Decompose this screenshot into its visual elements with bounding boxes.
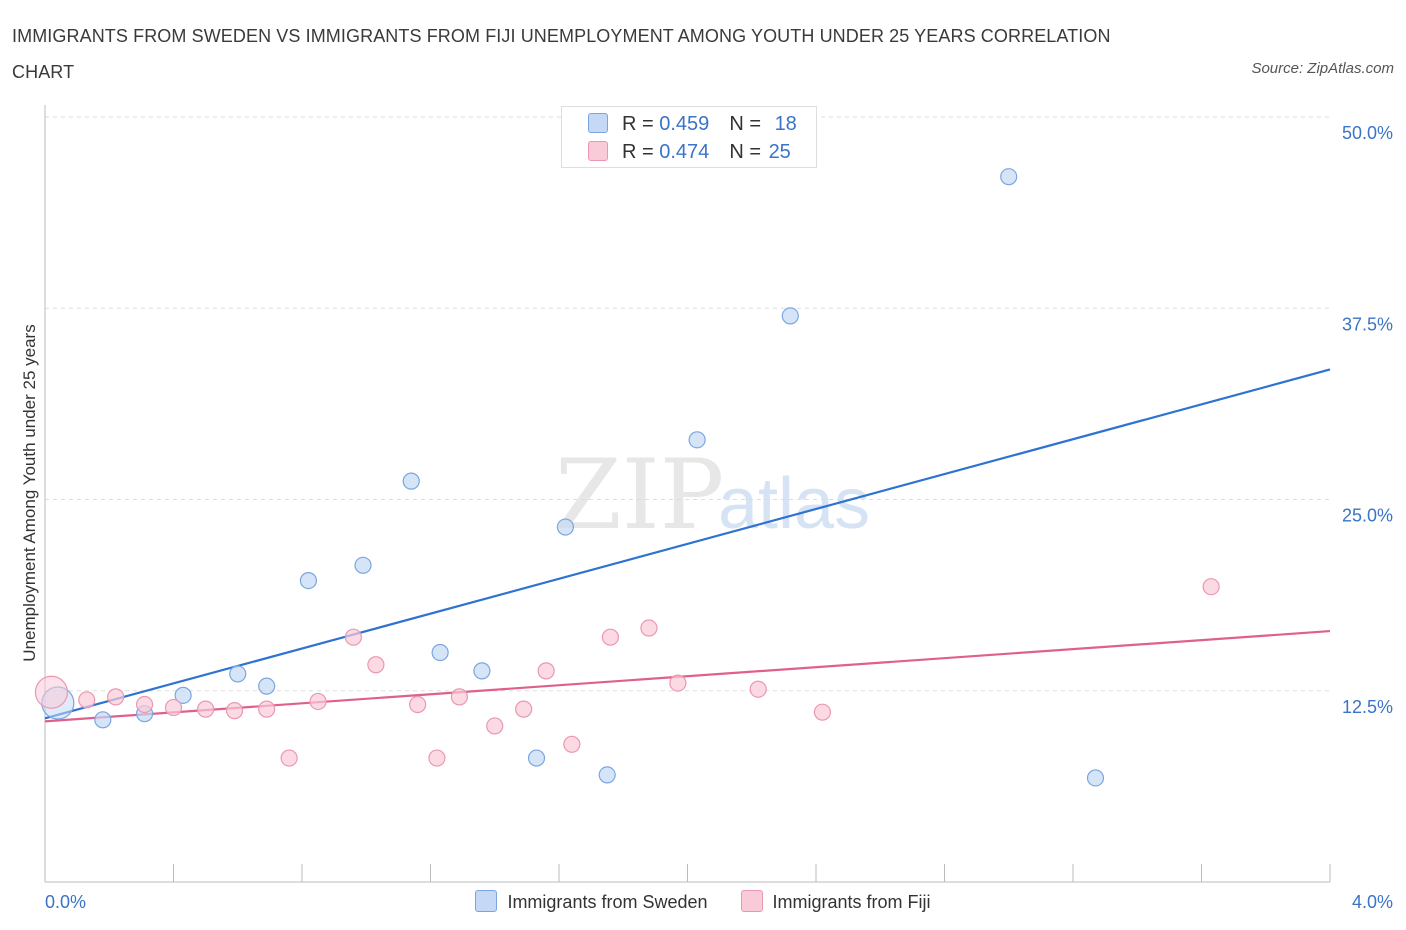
y-tick-label: 37.5% [1342, 314, 1393, 334]
y-tick-label: 25.0% [1342, 506, 1393, 526]
fiji-data-point [813, 703, 832, 721]
r-label: R = [622, 113, 660, 135]
fiji-data-point [537, 662, 555, 680]
fiji-data-point [309, 692, 327, 711]
fiji-data-point [669, 674, 687, 692]
sweden-data-point [527, 749, 546, 767]
r-value: 0.459 [659, 113, 710, 135]
x-tick-label: 4.0% [1352, 892, 1393, 912]
fiji-data-point [107, 688, 125, 706]
sweden-data-point [556, 518, 575, 536]
chart-title: IMMIGRANTS FROM SWEDEN VS IMMIGRANTS FRO… [12, 26, 1111, 82]
r-value: 0.474 [659, 141, 710, 163]
series-legend: Immigrants from Sweden Immigrants from F… [0, 890, 1406, 913]
sweden-data-point [258, 677, 276, 695]
sweden-data-point [781, 307, 799, 325]
sweden-data-point [1000, 168, 1018, 186]
source-label: Source: ZipAtlas.com [1251, 60, 1394, 77]
legend-item-fiji: Immigrants from Fiji [740, 890, 931, 913]
sweden-data-point [229, 665, 247, 683]
sweden-data-point [431, 643, 449, 662]
sweden-data-point [473, 662, 491, 680]
n-value: 25 [768, 141, 791, 163]
fiji-data-point [428, 749, 446, 767]
sweden-trend-line [44, 368, 1331, 720]
fiji-data-point [34, 675, 69, 709]
fiji-data-point [78, 691, 96, 709]
fiji-data-point [640, 619, 658, 637]
n-value: 18 [774, 113, 797, 135]
fiji-data-point [280, 749, 298, 767]
sweden-data-point [94, 711, 112, 729]
fiji-data-point [563, 735, 581, 753]
watermark-zip: ZIP [555, 439, 724, 551]
sweden-swatch [475, 890, 498, 912]
legend-item-sweden: Immigrants from Sweden [475, 890, 708, 913]
x-tick-label: 0.0% [45, 892, 86, 912]
fiji-data-point [601, 628, 620, 646]
legend-row-fiji: R = 0.474 N = 25 [588, 139, 791, 165]
y-tick-label: 12.5% [1342, 697, 1393, 717]
sweden-swatch [588, 113, 608, 133]
y-tick-label: 50.0% [1342, 123, 1393, 143]
n-label: N = [729, 141, 767, 163]
fiji-data-point [225, 702, 244, 720]
fiji-data-point [367, 656, 385, 674]
r-label: R = [622, 141, 660, 163]
fiji-data-point [164, 698, 183, 717]
sweden-data-point [598, 766, 616, 784]
fiji-swatch [588, 141, 608, 161]
correlation-legend: R = 0.459 N = 18 R = 0.474 N = 25 [561, 106, 817, 168]
fiji-data-point [409, 695, 427, 714]
fiji-data-point [197, 700, 215, 718]
n-label: N = [729, 113, 767, 135]
sweden-data-point [174, 686, 192, 704]
sweden-data-point [354, 556, 372, 574]
fiji-data-point [1202, 578, 1220, 596]
sweden-data-point [402, 472, 420, 490]
fiji-data-point [135, 695, 154, 714]
fiji-data-point [749, 680, 767, 698]
fiji-swatch [740, 890, 763, 912]
fiji-data-point [515, 700, 533, 718]
sweden-data-point [299, 571, 318, 590]
sweden-data-point [688, 431, 706, 449]
fiji-data-point [344, 628, 362, 646]
fiji-data-point [450, 688, 469, 706]
legend-label-fiji: Immigrants from Fiji [772, 892, 931, 912]
legend-row-sweden: R = 0.459 N = 18 [588, 111, 797, 137]
sweden-data-point [1086, 769, 1105, 787]
fiji-data-point [486, 717, 504, 735]
fiji-data-point [258, 700, 276, 718]
watermark-atlas: atlas [718, 464, 870, 544]
legend-label-sweden: Immigrants from Sweden [507, 892, 708, 912]
